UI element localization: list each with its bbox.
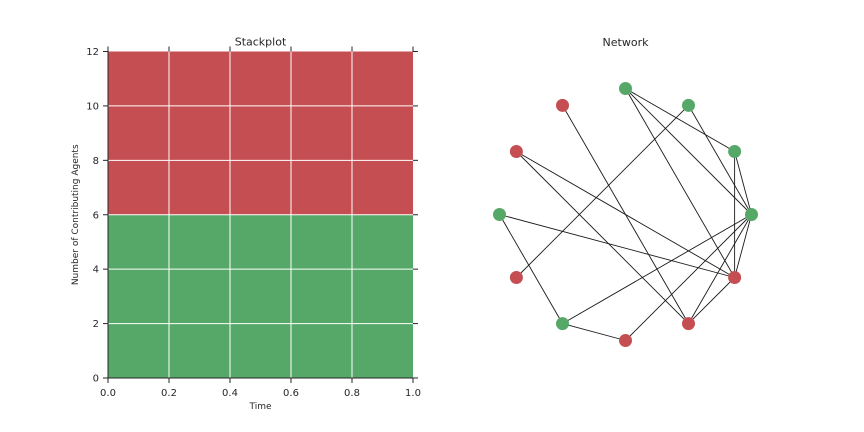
network-edges	[499, 88, 752, 341]
y-tick-label: 2	[93, 319, 99, 330]
stack-area-series-1	[108, 51, 413, 215]
stack-area-series-0	[108, 214, 413, 378]
network-edge	[688, 277, 735, 324]
network-edge	[516, 105, 689, 278]
y-tick-label: 8	[93, 156, 99, 167]
network-edge	[562, 323, 626, 341]
network-node	[682, 98, 695, 112]
x-tick-label: 0.4	[222, 388, 238, 399]
network-node	[619, 82, 632, 95]
network-node	[728, 145, 742, 158]
network-edge	[625, 214, 752, 341]
network-node	[728, 271, 742, 284]
network-node	[509, 271, 523, 284]
network-edge	[516, 151, 689, 324]
network-edge	[625, 88, 735, 152]
y-tick-label: 12	[86, 47, 99, 58]
network-edge	[734, 151, 752, 215]
x-tick-label: 0.6	[283, 388, 299, 399]
y-tick-label: 6	[93, 210, 99, 221]
x-tick-label: 0.2	[161, 388, 177, 399]
stackplot-title: Stackplot	[235, 36, 287, 49]
y-tick-label: 0	[93, 374, 99, 385]
stack-areas	[108, 51, 413, 378]
network-nodes	[493, 82, 758, 347]
network-node	[682, 317, 695, 331]
network-edge	[499, 214, 735, 278]
network-node	[745, 208, 758, 221]
network-edge	[688, 105, 752, 215]
y-tick-label: 10	[86, 101, 99, 112]
network-node	[493, 208, 506, 221]
network-node	[556, 317, 569, 331]
network-edge	[625, 88, 752, 215]
network-edge	[625, 88, 736, 278]
network-edge	[734, 214, 752, 278]
network-edge	[562, 105, 689, 324]
network-edge	[499, 214, 563, 324]
stackplot-panel: 0.0 0.2 0.4 0.6 0.8 1.0 0 2 4 6 8 10 12 Stackplot Ti…	[71, 36, 421, 413]
network-node	[509, 145, 523, 158]
grid-lines	[108, 51, 413, 378]
axis-ticks: 0.0 0.2 0.4 0.6 0.8 1.0 0 2 4 6 8 10 12	[86, 46, 421, 399]
network-title: Network	[603, 36, 650, 49]
y-axis-label: Number of Contributing Agents	[71, 144, 81, 285]
x-tick-label: 0.0	[100, 388, 116, 399]
x-axis-label: Time	[248, 402, 271, 412]
network-node	[556, 98, 569, 112]
network-panel: Network	[493, 36, 758, 347]
x-tick-label: 0.8	[344, 388, 360, 399]
network-node	[619, 334, 632, 347]
x-tick-label: 1.0	[405, 388, 421, 399]
y-tick-label: 4	[93, 265, 99, 276]
